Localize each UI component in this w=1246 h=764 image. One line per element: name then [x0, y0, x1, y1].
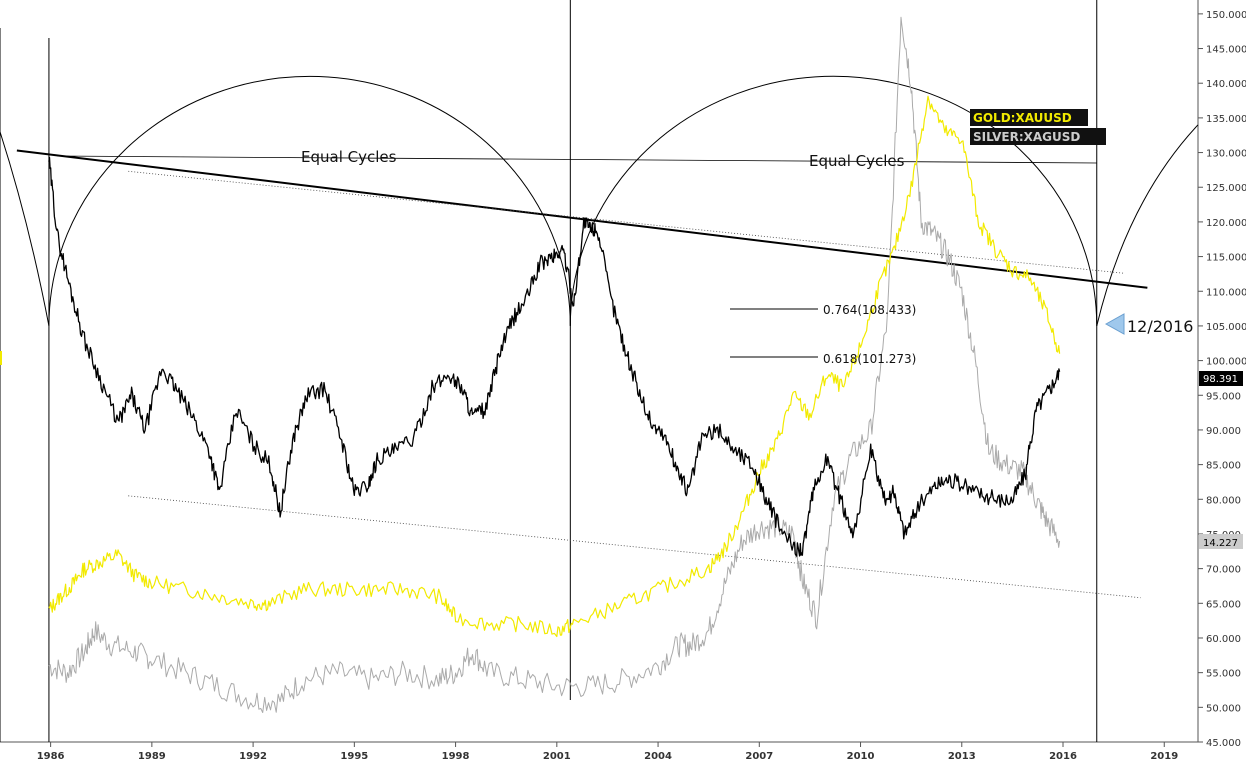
legend-gold-label: GOLD:XAUUSD	[973, 111, 1072, 125]
y-tick-label: 115.000	[1206, 253, 1246, 264]
silver-value-badge: 14.227	[1199, 534, 1243, 549]
x-tick-label: 2016	[1049, 751, 1077, 762]
y-tick-label: 100.000	[1206, 357, 1246, 368]
y-tick-label: 125.000	[1206, 183, 1246, 194]
equal-cycles-label-2: Equal Cycles	[809, 152, 905, 170]
y-tick-label: 50.000	[1206, 703, 1241, 714]
left-edge-marker	[0, 351, 2, 365]
main-value-badge-label: 98.391	[1203, 374, 1238, 385]
x-tick-label: 1986	[37, 751, 65, 762]
x-tick-label: 2001	[543, 751, 571, 762]
cycle-arc	[569, 76, 1098, 326]
x-tick-label: 1992	[239, 751, 267, 762]
legend: GOLD:XAUUSD SILVER:XAGUSD	[970, 109, 1106, 145]
y-tick-label: 95.000	[1206, 391, 1241, 402]
series-silver-line	[48, 16, 1061, 713]
equal-cycles-label-1: Equal Cycles	[301, 148, 397, 166]
trendlines	[16, 149, 1148, 599]
x-tick-label: 2019	[1150, 751, 1178, 762]
y-tick-label: 65.000	[1206, 599, 1241, 610]
main-value-badge: 98.391	[1199, 371, 1243, 386]
y-tick-label: 90.000	[1206, 426, 1241, 437]
y-tick-label: 105.000	[1206, 322, 1246, 333]
x-tick-label: 1989	[138, 751, 166, 762]
y-tick-label: 85.000	[1206, 461, 1241, 472]
x-axis: 1986 1989 1992 1995 1998 2001 2004 2007 2010 2013…	[0, 741, 1198, 762]
y-tick-label: 140.000	[1206, 79, 1246, 90]
x-tick-label: 1998	[442, 751, 470, 762]
y-tick-label: 130.000	[1206, 149, 1246, 160]
cycle-arc	[48, 76, 571, 326]
upper-channel-line	[128, 170, 1124, 274]
x-tick-label: 2010	[847, 751, 875, 762]
cycle-arc-right	[1096, 124, 1199, 327]
silver-value-badge-label: 14.227	[1203, 538, 1238, 549]
series-gold-line	[48, 95, 1061, 638]
fib-618-label: 0.618(101.273)	[823, 352, 916, 366]
x-tick-label: 2007	[745, 751, 773, 762]
y-tick-label: 60.000	[1206, 634, 1241, 645]
y-tick-label: 120.000	[1206, 218, 1246, 229]
y-tick-label: 145.000	[1206, 45, 1246, 56]
legend-silver-bg	[970, 128, 1106, 145]
y-tick-label: 70.000	[1206, 565, 1241, 576]
date-marker-label: 12/2016	[1127, 317, 1193, 336]
y-tick-label: 45.000	[1206, 738, 1241, 749]
y-tick-label: 135.000	[1206, 114, 1246, 125]
main-value-badge-bg	[1199, 371, 1243, 386]
x-tick-label: 2013	[948, 751, 976, 762]
series-layer	[48, 16, 1061, 713]
equal-cycles-line	[57, 155, 1097, 164]
silver-value-badge-bg	[1199, 534, 1243, 549]
x-tick-label: 2004	[644, 751, 672, 762]
y-tick-label: 150.000	[1206, 10, 1246, 21]
main-trendline	[16, 149, 1148, 289]
legend-gold-bg	[970, 109, 1088, 126]
legend-silver-label: SILVER:XAGUSD	[973, 130, 1080, 144]
series-main-line	[48, 156, 1061, 557]
y-tick-label: 80.000	[1206, 495, 1241, 506]
y-tick-label: 110.000	[1206, 287, 1246, 298]
cycle-arc-left	[0, 131, 50, 327]
left-edge-marker-mark	[0, 351, 2, 365]
date-marker: 12/2016	[1104, 313, 1193, 336]
date-marker-triangle	[1104, 313, 1125, 335]
y-tick-label: 55.000	[1206, 669, 1241, 680]
x-tick-label: 1995	[340, 751, 368, 762]
fib-764-label: 0.764(108.433)	[823, 303, 916, 317]
